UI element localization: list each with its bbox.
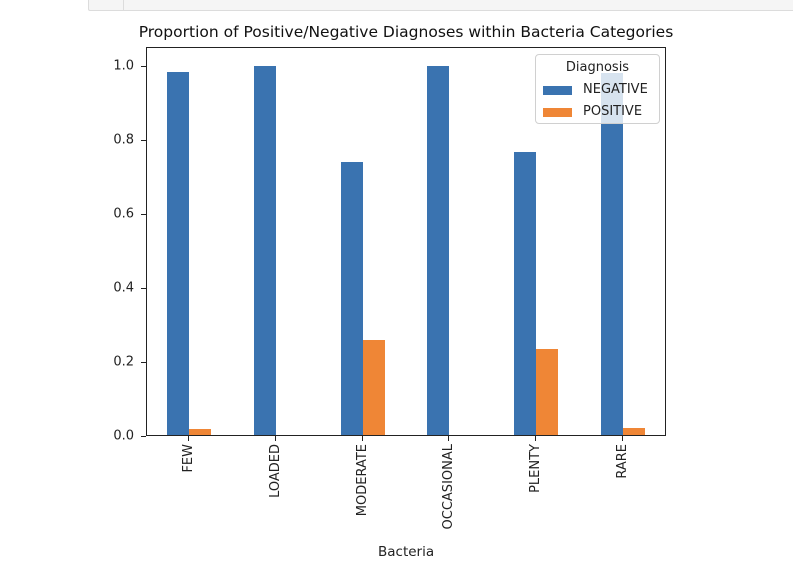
legend-label-negative: NEGATIVE [583,82,648,97]
y-tick [141,213,146,215]
bar-plenty-positive [536,349,558,435]
y-tick [141,435,146,437]
notebook-cell-frame [88,0,793,11]
x-axis-title: Bacteria [378,544,435,560]
x-tick-label: OCCASIONAL [441,444,457,530]
bar-rare-negative [600,73,623,435]
x-tick [535,436,536,441]
y-tick-label: 0.8 [113,132,134,148]
bar-moderate-positive [362,339,385,435]
legend: Diagnosis NEGATIVE POSITIVE [535,54,660,124]
y-tick-label: 1.0 [113,58,134,74]
bar-loaded-negative [254,66,276,435]
x-tick [448,436,450,441]
plot-area [146,47,666,436]
legend-title: Diagnosis [565,60,630,75]
y-tick-label: 0.2 [113,354,134,370]
x-tick [621,436,623,441]
x-tick [275,436,276,441]
chart-title: Proportion of Positive/Negative Diagnose… [138,23,674,41]
y-tick [141,66,146,67]
x-tick-label: RARE [614,444,630,479]
legend-swatch-positive [543,108,572,117]
y-tick-label: 0.0 [113,428,134,443]
x-tick-label: MODERATE [354,444,370,517]
y-tick [141,361,146,363]
x-tick [188,436,190,441]
legend-swatch-negative [543,86,572,95]
y-tick [141,287,146,289]
legend-label-positive: POSITIVE [583,104,643,119]
x-tick-label: FEW [181,444,197,473]
x-tick-label: PLENTY [528,444,543,493]
bar-plenty-negative [514,152,536,435]
bar-moderate-negative [340,161,363,435]
x-tick-label: LOADED [268,444,283,498]
bar-rare-positive [622,428,645,435]
y-tick-label: 0.6 [113,206,134,222]
notebook-cell-divider [123,0,124,10]
bar-occasional-negative [427,66,450,435]
x-tick [361,436,363,441]
y-tick-label: 0.4 [113,280,134,296]
bar-few-positive [189,429,212,435]
bar-few-negative [167,72,190,435]
y-tick [141,139,146,141]
